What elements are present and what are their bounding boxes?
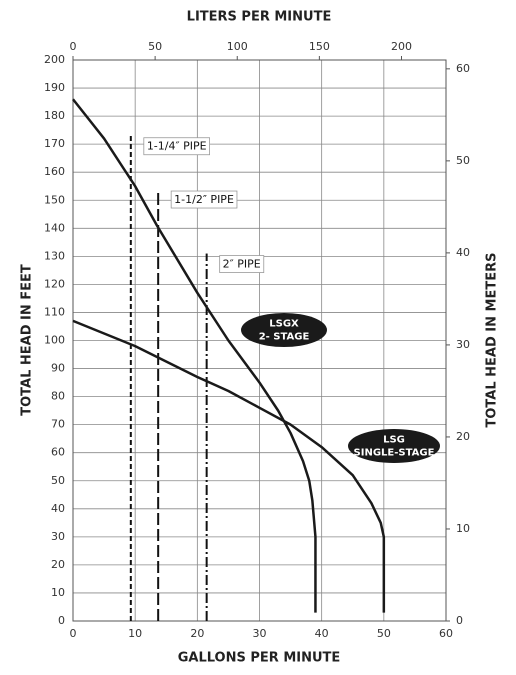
- y-tick-label: 20: [51, 558, 65, 571]
- y-tick-label: 200: [44, 53, 65, 66]
- series-label: SINGLE-STAGE: [354, 448, 435, 459]
- x-tick-label: 60: [439, 627, 453, 640]
- y2-tick-label: 0: [456, 614, 463, 627]
- y-tick-label: 50: [51, 474, 65, 487]
- y2-axis-label: TOTAL HEAD IN METERS: [485, 253, 500, 428]
- y-tick-label: 150: [44, 193, 65, 206]
- series-line: [72, 319, 386, 613]
- y-tick-label: 120: [44, 277, 65, 290]
- y2-tick-label: 20: [456, 430, 470, 443]
- series-label: LSGX: [269, 319, 299, 330]
- x2-tick-label: 0: [70, 40, 77, 53]
- series-label-bubble: [241, 313, 327, 347]
- y-tick-label: 160: [44, 165, 65, 178]
- y-tick-label: 40: [51, 502, 65, 515]
- x2-tick-label: 150: [309, 40, 330, 53]
- y-tick-label: 190: [44, 81, 65, 94]
- x-axis-label: GALLONS PER MINUTE: [178, 651, 341, 666]
- series-label: LSG: [383, 435, 405, 446]
- y-tick-label: 100: [44, 334, 65, 347]
- x2-tick-label: 100: [227, 40, 248, 53]
- pipe-label: 2″ PIPE: [223, 258, 261, 271]
- x2-tick-label: 200: [391, 40, 412, 53]
- x-tick-label: 50: [377, 627, 391, 640]
- pipe-label-box: [219, 255, 265, 273]
- pipe-label-box: [170, 190, 238, 209]
- x-tick-label: 0: [70, 627, 77, 640]
- y2-tick-label: 10: [456, 522, 470, 535]
- y-tick-label: 110: [44, 305, 65, 318]
- pipe-label: 1-1/4″ PIPE: [147, 140, 207, 153]
- y2-tick-label: 40: [456, 246, 470, 259]
- x-tick-label: 30: [253, 627, 267, 640]
- x2-axis-label: LITERS PER MINUTE: [187, 10, 332, 25]
- pipe-label: 1-1/2″ PIPE: [174, 193, 234, 206]
- y-tick-label: 0: [58, 614, 65, 627]
- y2-tick-label: 50: [456, 154, 470, 167]
- y-tick-label: 130: [44, 249, 65, 262]
- x-tick-label: 10: [128, 627, 142, 640]
- y-tick-label: 70: [51, 418, 65, 431]
- y2-tick-label: 60: [456, 62, 470, 75]
- y-tick-label: 80: [51, 390, 65, 403]
- y-tick-label: 90: [51, 362, 65, 375]
- y-axis-label: TOTAL HEAD IN FEET: [20, 264, 35, 416]
- x-tick-label: 20: [190, 627, 204, 640]
- y-tick-label: 30: [51, 530, 65, 543]
- x-tick-label: 40: [315, 627, 329, 640]
- pipe-label-box: [143, 137, 211, 156]
- y2-tick-label: 30: [456, 338, 470, 351]
- series-label-bubble: [348, 429, 440, 463]
- plot-frame: [72, 59, 447, 622]
- y-tick-label: 170: [44, 137, 65, 150]
- x2-tick-label: 50: [148, 40, 162, 53]
- y-tick-label: 10: [51, 586, 65, 599]
- series-line: [72, 98, 317, 613]
- y-tick-label: 180: [44, 109, 65, 122]
- y-tick-label: 60: [51, 446, 65, 459]
- y-tick-label: 140: [44, 221, 65, 234]
- series-label: 2- STAGE: [259, 332, 310, 343]
